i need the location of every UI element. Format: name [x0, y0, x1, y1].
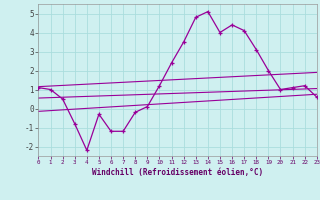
X-axis label: Windchill (Refroidissement éolien,°C): Windchill (Refroidissement éolien,°C): [92, 168, 263, 177]
